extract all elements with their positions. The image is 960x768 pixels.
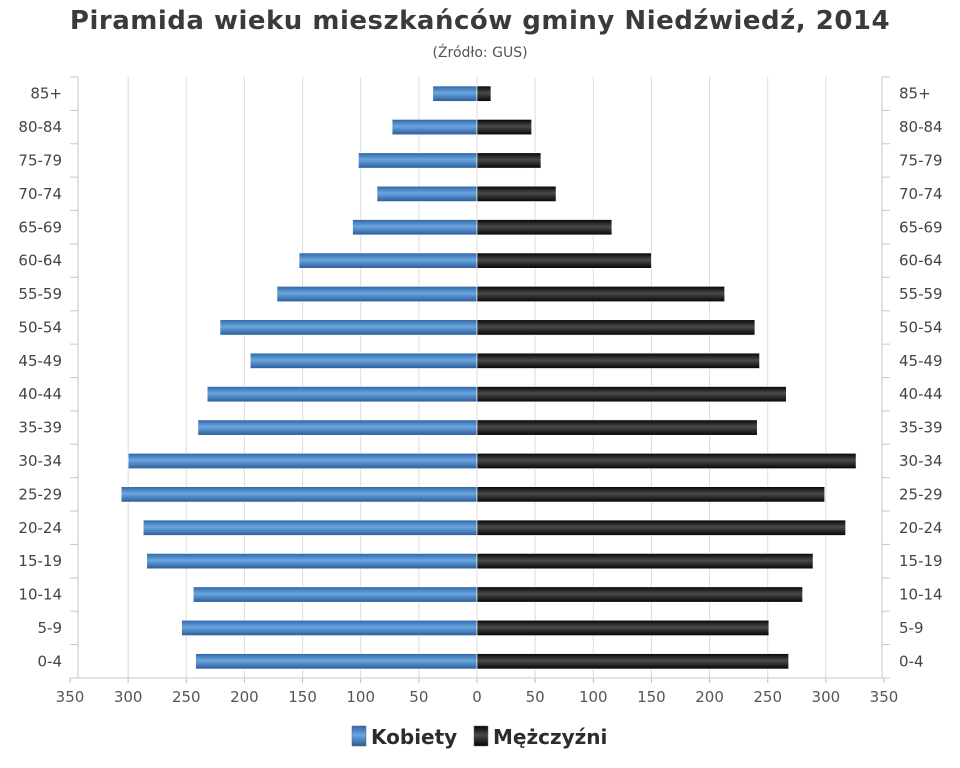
- bar-male: [476, 85, 492, 102]
- bar-male: [476, 452, 857, 469]
- bar-male: [476, 152, 542, 169]
- legend-label: Kobiety: [371, 725, 457, 749]
- category-label-left: 30-34: [18, 452, 62, 470]
- x-tick-label: 200: [695, 688, 724, 706]
- x-tick-label: 350: [870, 688, 899, 706]
- category-label-right: 30-34: [899, 452, 943, 470]
- category-label-right: 35-39: [899, 419, 943, 437]
- bar-female: [127, 452, 478, 469]
- bar-female: [249, 352, 478, 369]
- bar-male: [476, 419, 758, 436]
- category-label-right: 55-59: [899, 285, 943, 303]
- category-label-left: 0-4: [38, 652, 63, 670]
- bar-female: [142, 519, 478, 536]
- x-tick-label: 0: [472, 688, 482, 706]
- bar-male: [476, 586, 803, 603]
- x-tick-label: 350: [56, 688, 85, 706]
- bar-female: [298, 252, 478, 269]
- bar-male: [476, 286, 725, 303]
- x-tick-label: 300: [812, 688, 841, 706]
- bar-male: [476, 486, 825, 503]
- bar-male: [476, 386, 787, 403]
- category-label-left: 60-64: [18, 252, 62, 270]
- x-tick-label: 100: [579, 688, 608, 706]
- category-label-right: 70-74: [899, 185, 943, 203]
- category-label-left: 50-54: [18, 318, 62, 336]
- bar-male: [476, 119, 532, 136]
- category-label-right: 5-9: [899, 619, 924, 637]
- category-label-left: 70-74: [18, 185, 62, 203]
- x-tick-label: 50: [526, 688, 545, 706]
- bar-male: [476, 185, 557, 202]
- category-label-right: 50-54: [899, 318, 943, 336]
- category-label-left: 35-39: [18, 419, 62, 437]
- bar-female: [376, 185, 478, 202]
- bar-male: [476, 252, 652, 269]
- category-label-right: 80-84: [899, 118, 943, 136]
- category-label-left: 15-19: [18, 552, 62, 570]
- x-tick-label: 250: [753, 688, 782, 706]
- category-label-left: 40-44: [18, 385, 62, 403]
- category-label-left: 55-59: [18, 285, 62, 303]
- legend-label: Mężczyźni: [493, 725, 607, 749]
- category-label-right: 15-19: [899, 552, 943, 570]
- bar-male: [476, 352, 760, 369]
- category-label-left: 20-24: [18, 519, 62, 537]
- bar-male: [476, 219, 613, 236]
- bar-female: [276, 286, 478, 303]
- bar-female: [219, 319, 478, 336]
- axes: [69, 76, 890, 683]
- x-tick-label: 50: [409, 688, 428, 706]
- category-label-left: 25-29: [18, 485, 62, 503]
- category-label-right: 0-4: [899, 652, 924, 670]
- x-tick-label: 100: [346, 688, 375, 706]
- bar-female: [181, 619, 478, 636]
- category-label-left: 45-49: [18, 352, 62, 370]
- category-label-right: 60-64: [899, 252, 943, 270]
- legend-swatch: [473, 725, 489, 747]
- bar-female: [432, 85, 478, 102]
- bar-male: [476, 319, 756, 336]
- category-label-left: 10-14: [18, 586, 62, 604]
- bar-male: [476, 553, 814, 570]
- bar-female: [352, 219, 478, 236]
- gridlines: [127, 77, 827, 678]
- category-label-right: 45-49: [899, 352, 943, 370]
- bar-male: [476, 653, 789, 670]
- bar-female: [192, 586, 478, 603]
- bar-female: [146, 553, 478, 570]
- chart-subtitle: (Źródło: GUS): [432, 45, 528, 61]
- bar-female: [206, 386, 478, 403]
- bar-male: [476, 519, 846, 536]
- category-label-left: 85+: [30, 85, 62, 103]
- bar-female: [358, 152, 478, 169]
- category-label-right: 75-79: [899, 151, 943, 169]
- labels: 350 300 250 200 150 100 50 0 50 100 150 200 250 300 35…: [18, 85, 942, 706]
- category-label-right: 40-44: [899, 385, 943, 403]
- bar-female: [195, 653, 478, 670]
- category-label-left: 5-9: [38, 619, 63, 637]
- category-label-right: 20-24: [899, 519, 943, 537]
- x-tick-label: 300: [114, 688, 143, 706]
- bars: [120, 85, 857, 670]
- x-tick-label: 200: [230, 688, 259, 706]
- x-tick-label: 250: [172, 688, 201, 706]
- legend-swatch: [351, 725, 367, 747]
- bar-female: [120, 486, 478, 503]
- bar-male: [476, 619, 770, 636]
- x-tick-label: 150: [288, 688, 317, 706]
- category-label-left: 75-79: [18, 151, 62, 169]
- legend: Kobiety Mężczyźni: [351, 725, 607, 749]
- category-label-left: 80-84: [18, 118, 62, 136]
- category-label-right: 25-29: [899, 485, 943, 503]
- bar-female: [197, 419, 478, 436]
- x-tick-label: 150: [637, 688, 666, 706]
- category-label-right: 85+: [899, 85, 931, 103]
- chart-title: Piramida wieku mieszkańców gminy Niedźwi…: [69, 6, 891, 36]
- category-label-left: 65-69: [18, 218, 62, 236]
- bar-female: [391, 119, 478, 136]
- category-label-right: 10-14: [899, 586, 943, 604]
- category-label-right: 65-69: [899, 218, 943, 236]
